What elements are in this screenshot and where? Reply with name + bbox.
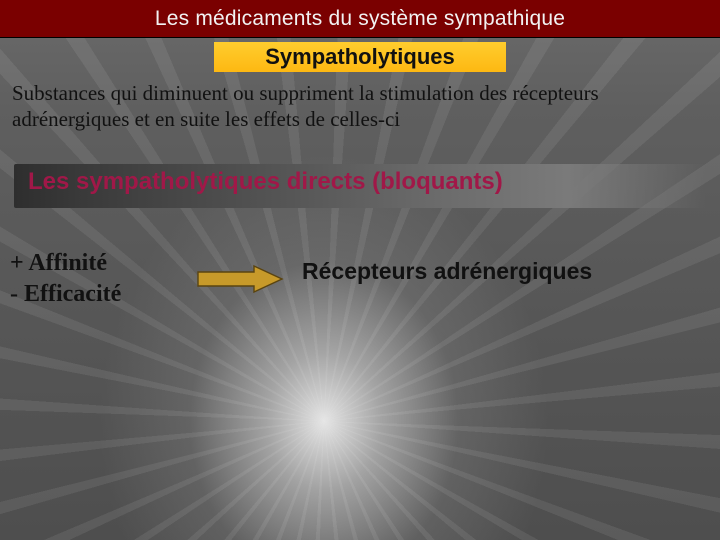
receptors-label: Récepteurs adrénergiques (302, 258, 702, 285)
title-bar: Les médicaments du système sympathique (0, 0, 720, 38)
section-heading: Les sympatholytiques directs (bloquants) (28, 168, 698, 196)
affinity-line-1: + Affinité (10, 248, 190, 279)
definition-text: Substances qui diminuent ou suppriment l… (12, 80, 700, 133)
arrow-shape (198, 266, 282, 292)
arrow-right-icon (196, 264, 284, 294)
subtitle: Sympatholytiques (214, 42, 506, 72)
slide-title: Les médicaments du système sympathique (155, 7, 565, 31)
affinity-block: + Affinité - Efficacité (10, 248, 190, 309)
affinity-line-2: - Efficacité (10, 279, 190, 310)
